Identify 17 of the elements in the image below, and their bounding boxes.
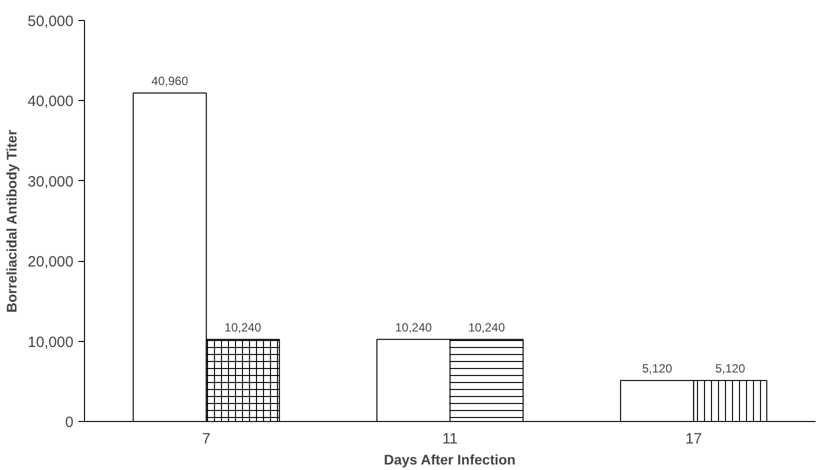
data-label: 10,240 [224,320,262,334]
data-label: 40,960 [151,74,188,88]
data-label: 10,240 [468,320,506,334]
y-tick-label: 40,000 [28,93,74,110]
data-label: 5,120 [642,361,672,376]
x-tick-label: 7 [202,430,211,448]
y-tick-label: 0 [65,414,74,431]
data-label: 10,240 [395,320,432,334]
y-tick-label: 50,000 [28,13,74,30]
x-tick-label: 11 [442,430,458,448]
x-tick-label: 17 [685,430,702,448]
y-axis-title: Borreliacidal Antibody Titer [4,129,20,313]
data-label: 5,120 [715,361,746,376]
y-tick-label: 20,000 [28,254,74,271]
y-tick-label: 10,000 [28,334,74,351]
y-tick-label: 30,000 [28,173,74,190]
x-axis-title: Days After Infection [384,452,516,468]
